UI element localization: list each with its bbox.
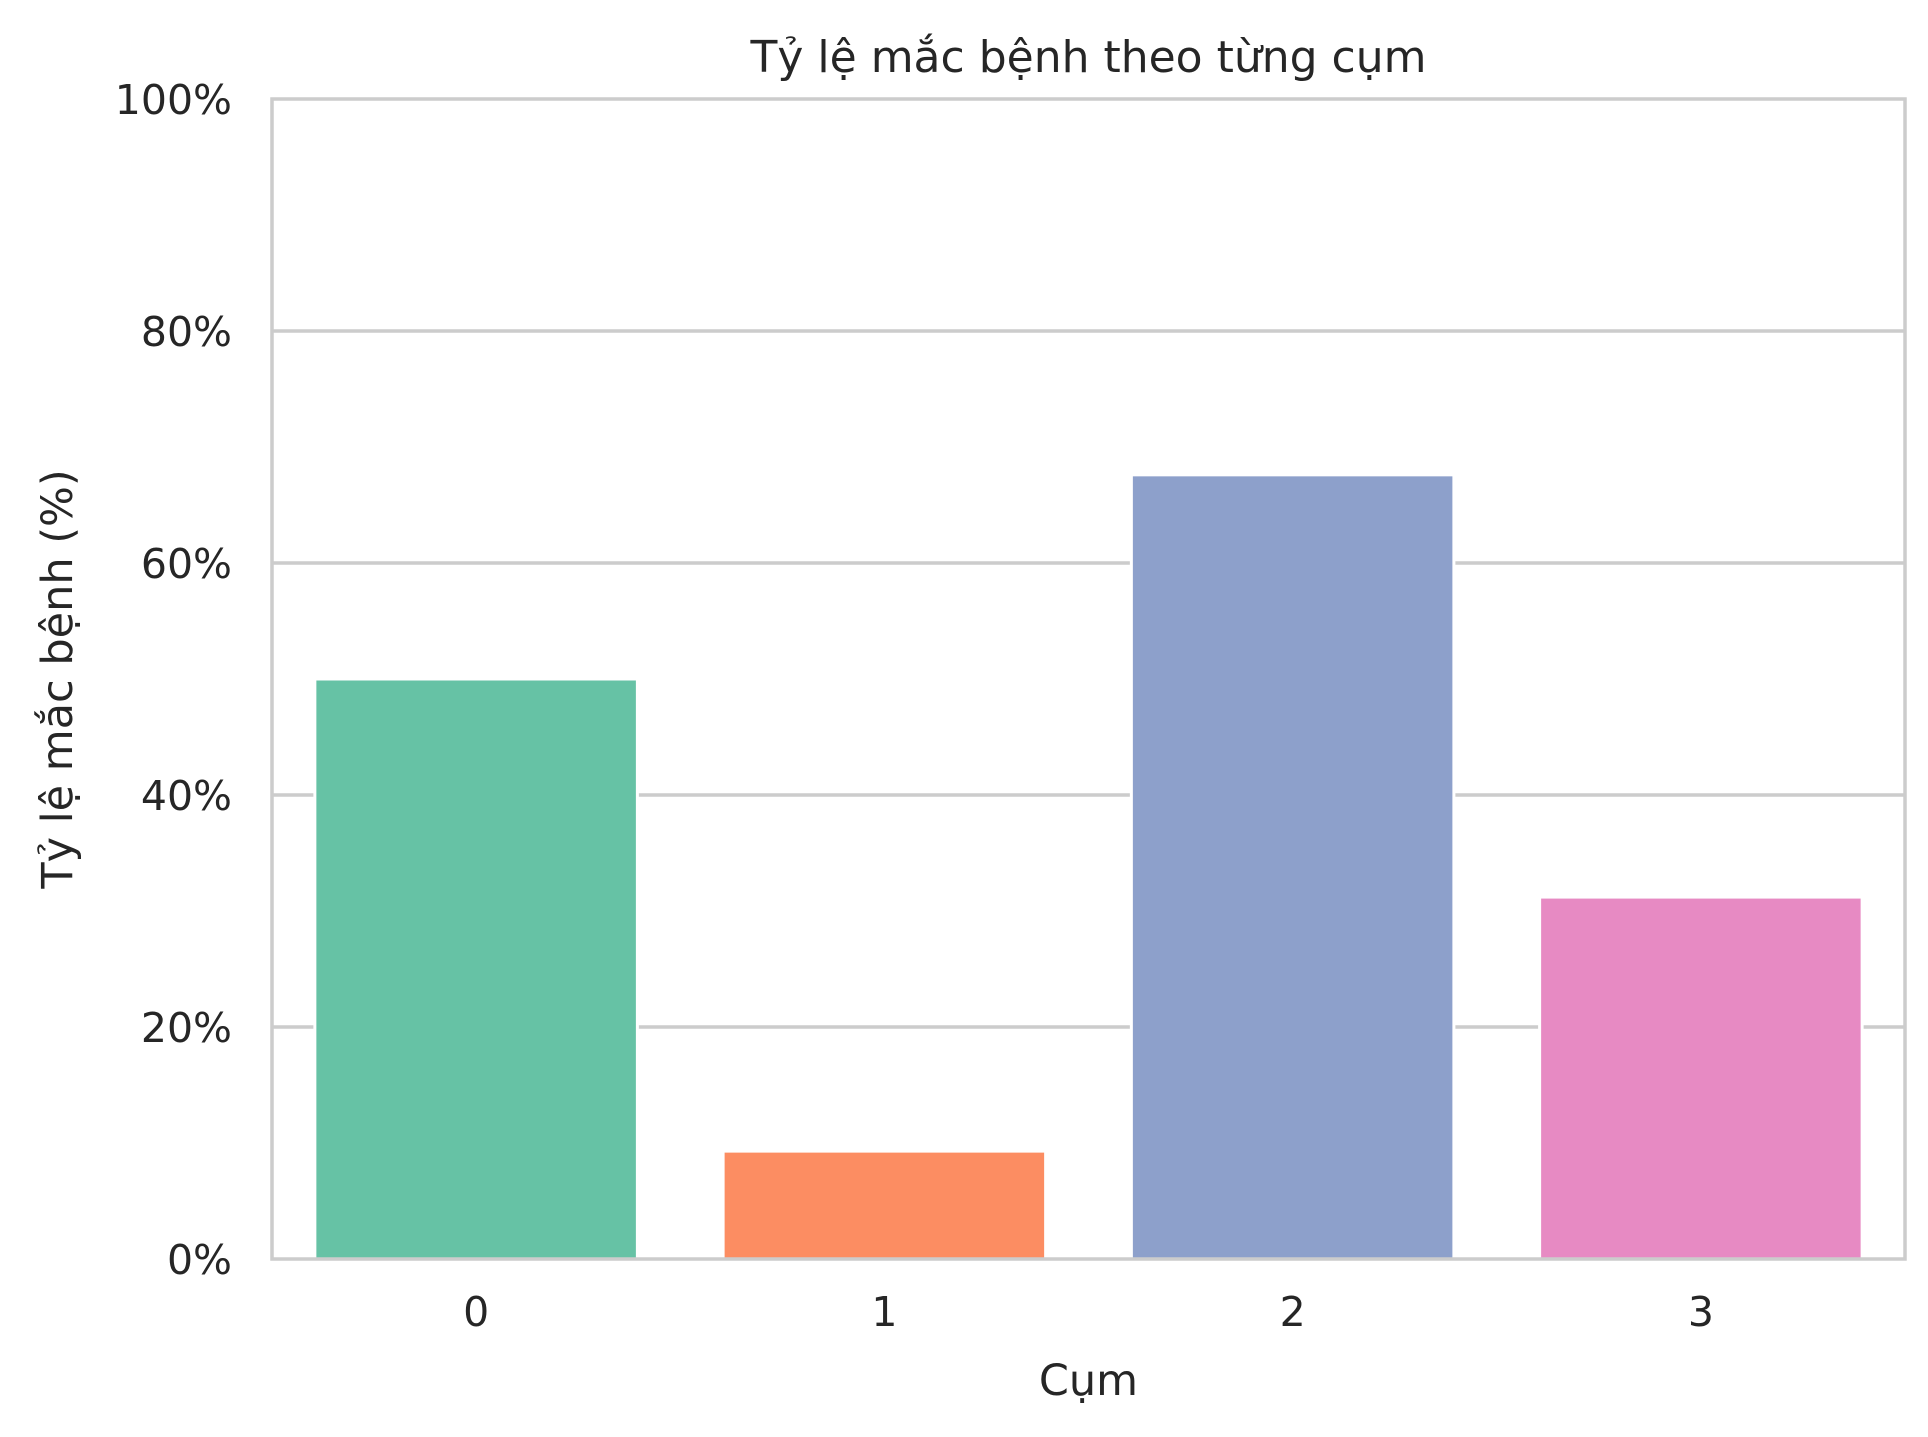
chart-title: Tỷ lệ mắc bệnh theo từng cụm bbox=[750, 32, 1427, 83]
plot-frame bbox=[270, 97, 1907, 1261]
x-tick-label: 3 bbox=[1688, 1288, 1714, 1336]
x-axis-label: Cụm bbox=[1039, 1356, 1138, 1406]
y-tick-label: 40% bbox=[141, 772, 232, 820]
y-tick-label: 20% bbox=[141, 1004, 232, 1052]
y-tick-label: 60% bbox=[141, 540, 232, 588]
x-axis-ticks: 0 1 2 3 bbox=[463, 1288, 1714, 1336]
y-tick-label: 0% bbox=[167, 1236, 232, 1284]
bars bbox=[313, 473, 1864, 1261]
x-tick-label: 2 bbox=[1280, 1288, 1306, 1336]
bar-cluster-3 bbox=[1538, 895, 1864, 1261]
bar-cluster-0 bbox=[313, 677, 639, 1261]
x-tick-label: 0 bbox=[463, 1288, 489, 1336]
y-tick-label: 80% bbox=[141, 308, 232, 356]
y-tick-label: 100% bbox=[115, 76, 232, 124]
bar-cluster-1 bbox=[721, 1149, 1048, 1261]
y-axis-label: Tỷ lệ mắc bệnh (%) bbox=[33, 469, 83, 889]
y-axis-ticks: 0% 20% 40% 60% 80% 100% bbox=[115, 76, 232, 1284]
bar-cluster-2 bbox=[1129, 473, 1456, 1261]
x-tick-label: 1 bbox=[871, 1288, 897, 1336]
